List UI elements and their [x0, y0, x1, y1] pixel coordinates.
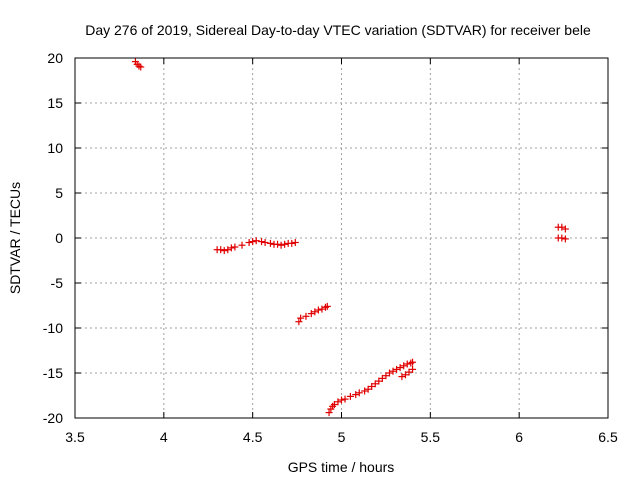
x-tick-label: 5 [338, 429, 346, 445]
data-point [291, 239, 299, 246]
data-point [398, 373, 406, 381]
data-point [227, 244, 235, 252]
y-tick-label: -5 [51, 275, 64, 291]
data-point [297, 314, 305, 322]
data-point [314, 306, 322, 314]
x-tick-label: 4.5 [243, 429, 263, 445]
y-tick-label: 5 [55, 185, 63, 201]
data-point [346, 392, 354, 400]
y-tick-label: 0 [55, 230, 63, 246]
data-point [368, 383, 376, 390]
grid-lines [75, 58, 608, 418]
data-point [385, 369, 393, 377]
data-point [318, 305, 326, 313]
data-point [401, 371, 409, 379]
data-point [382, 372, 390, 380]
data-point [322, 303, 330, 311]
data-point [231, 243, 239, 251]
data-point [409, 365, 417, 373]
data-point [393, 365, 401, 373]
data-point [281, 240, 289, 248]
chart-title: Day 276 of 2019, Sidereal Day-to-day VTE… [85, 22, 591, 38]
data-point [311, 308, 319, 316]
x-tick-label: 6 [515, 429, 523, 445]
x-tick-labels: 3.5 4 4.5 5 5.5 6 6.5 [65, 429, 618, 445]
data-point [338, 396, 345, 404]
x-tick-label: 5.5 [421, 429, 441, 445]
data-point [266, 239, 274, 247]
data-point [400, 362, 408, 370]
y-tick-labels: -20 -15 -10 -5 0 5 10 15 20 [43, 50, 63, 426]
data-point [334, 398, 342, 406]
data-point [135, 62, 143, 70]
x-tick-label: 4 [160, 429, 168, 445]
data-point [341, 395, 349, 403]
y-tick-label: -15 [43, 365, 63, 381]
data-point [137, 63, 145, 71]
y-tick-label: 20 [47, 50, 63, 66]
data-point [403, 360, 411, 368]
data-point [405, 368, 413, 376]
data-points [131, 58, 569, 417]
data-point [375, 377, 383, 385]
data-point [558, 223, 566, 231]
data-point [217, 246, 225, 254]
x-axis-label: GPS time / hours [288, 459, 395, 475]
data-point [325, 409, 333, 417]
data-point [307, 310, 315, 318]
y-tick-label: -10 [43, 320, 63, 336]
data-point [224, 246, 232, 254]
data-point [407, 359, 415, 367]
data-point [361, 387, 369, 395]
x-tick-label: 6.5 [598, 429, 618, 445]
data-point [249, 238, 257, 246]
plot-frame [74, 57, 609, 419]
data-point [238, 241, 246, 249]
data-point [352, 391, 360, 399]
y-axis-label: SDTVAR / TECUs [7, 182, 23, 294]
data-point [277, 241, 285, 249]
data-point [295, 318, 303, 326]
data-point [396, 364, 404, 372]
data-point [220, 247, 228, 255]
data-point [302, 312, 310, 320]
data-point [323, 302, 331, 310]
y-tick-label: 15 [47, 95, 63, 111]
y-tick-label: 10 [47, 140, 63, 156]
data-point [245, 239, 253, 246]
data-point [389, 367, 397, 375]
data-point [274, 240, 282, 248]
x-tick-label: 3.5 [65, 429, 85, 445]
data-point [252, 237, 260, 245]
data-point [330, 401, 338, 408]
data-point [355, 389, 363, 397]
y-tick-label: -20 [43, 410, 63, 426]
data-point [409, 358, 417, 366]
data-point [364, 385, 372, 393]
data-point [288, 239, 296, 247]
data-point [561, 225, 569, 233]
data-point [558, 234, 566, 242]
data-point [258, 238, 266, 246]
data-point [561, 235, 569, 243]
data-point [261, 239, 269, 246]
data-point [371, 380, 379, 388]
data-point [378, 374, 386, 382]
